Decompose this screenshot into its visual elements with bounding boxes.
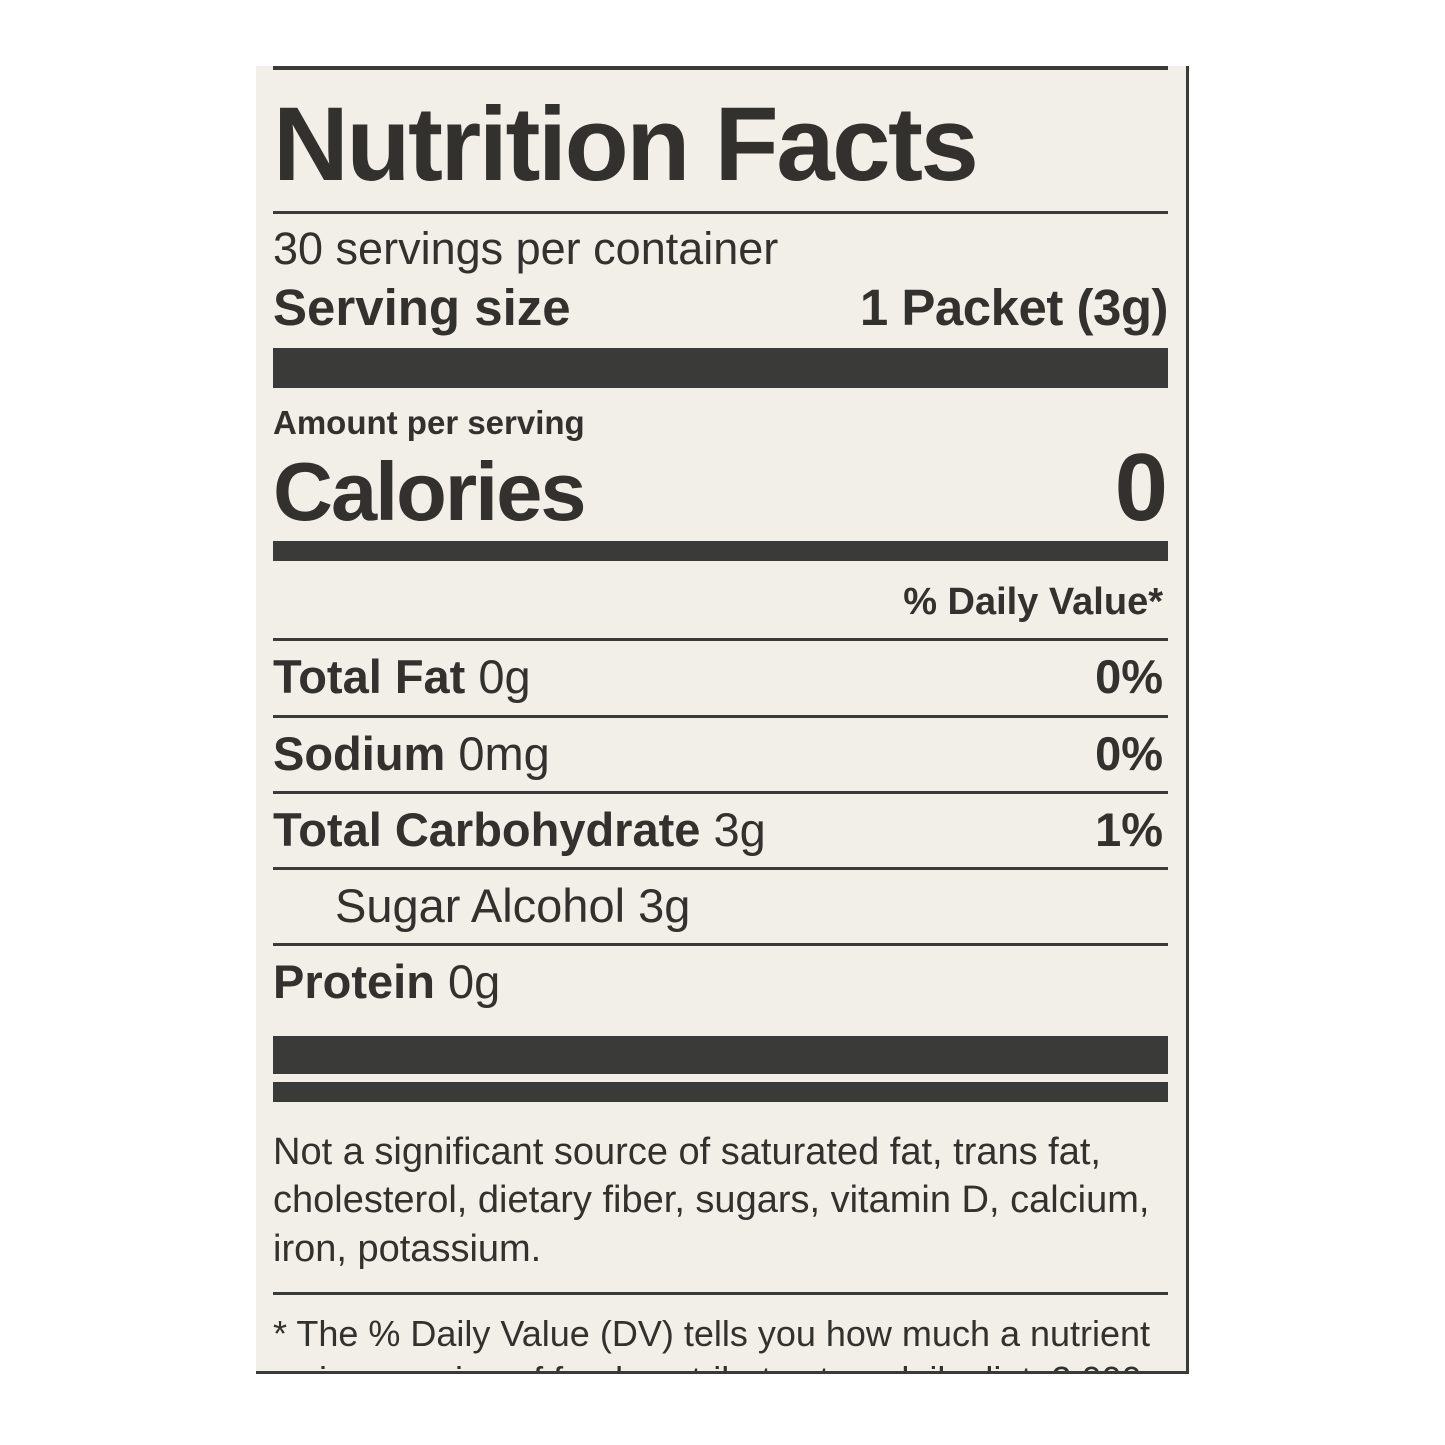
nutrition-facts-inner: Nutrition Facts 30 servings per containe… (273, 66, 1169, 1371)
nutrient-text: Total Carbohydrate 3g (273, 803, 766, 857)
nutrient-row-total-carbohydrate: Total Carbohydrate 3g 1% (273, 794, 1168, 867)
nutrient-name: Sugar Alcohol (335, 878, 626, 932)
nutrient-name: Total Carbohydrate (273, 802, 701, 856)
divider-thick-footer (273, 1035, 1168, 1074)
nutrient-row-protein: Protein 0g (273, 946, 1168, 1019)
rule-above-sugar-alcohol (273, 866, 1168, 870)
rule-above-total-carbohydrate (273, 790, 1168, 794)
daily-value-header: % Daily Value* (903, 581, 1163, 624)
not-significant-source-text: Not a significant source of saturated fa… (273, 1130, 1150, 1270)
rule-above-protein (273, 942, 1168, 946)
nutrient-text: Sodium 0mg (273, 727, 550, 781)
daily-value-footnote: * The % Daily Value (DV) tells you how m… (273, 1312, 1151, 1371)
nutrition-facts-panel: Nutrition Facts 30 servings per containe… (256, 66, 1189, 1374)
rule-above-daily-value-footnote (273, 1291, 1168, 1295)
nutrient-name: Total Fat (273, 650, 466, 704)
nutrient-amount: 0g (447, 954, 501, 1008)
servings-per-container: 30 servings per container (273, 223, 779, 274)
calories-row: Calories 0 (273, 434, 1168, 542)
nutrient-row-total-fat: Total Fat 0g 0% (273, 641, 1168, 714)
serving-size-row: Serving size 1 Packet (3g) (273, 275, 1169, 348)
nutrient-amount: 0g (478, 650, 531, 704)
page-title: Nutrition Facts (273, 86, 979, 203)
nutrient-text: Total Fat 0g (273, 650, 531, 704)
title-underline-rule (273, 211, 1168, 214)
divider-medium-calories (273, 541, 1168, 562)
nutrient-amount: 0mg (458, 726, 550, 780)
nutrient-text: Sugar Alcohol 3g (335, 879, 690, 933)
nutrient-amount: 3g (713, 802, 766, 856)
divider-medium-footer (273, 1081, 1168, 1102)
serving-size-value: 1 Packet (3g) (859, 279, 1169, 337)
divider-thick-top (273, 348, 1168, 389)
calories-value: 0 (1114, 434, 1168, 542)
nutrient-daily-value: 0% (1095, 650, 1163, 704)
nutrient-row-sugar-alcohol: Sugar Alcohol 3g (273, 870, 1168, 943)
nutrient-name: Sodium (273, 726, 446, 780)
serving-size-label: Serving size (273, 279, 571, 337)
nutrient-row-sodium: Sodium 0mg 0% (273, 718, 1168, 791)
nutrient-daily-value: 0% (1095, 726, 1163, 780)
panel-top-rule (273, 66, 1168, 70)
nutrient-text: Protein 0g (273, 955, 500, 1009)
rule-above-sodium (273, 714, 1168, 718)
nutrient-amount: 3g (638, 878, 691, 932)
nutrient-name: Protein (273, 954, 435, 1008)
amount-per-serving-label: Amount per serving (273, 404, 585, 442)
calories-label: Calories (273, 445, 587, 539)
rule-above-total-fat (273, 638, 1168, 642)
spacer-before-footer-bars (273, 1019, 1168, 1036)
spacer-between-footer-bars (273, 1074, 1168, 1082)
nutrient-daily-value: 1% (1095, 802, 1163, 856)
